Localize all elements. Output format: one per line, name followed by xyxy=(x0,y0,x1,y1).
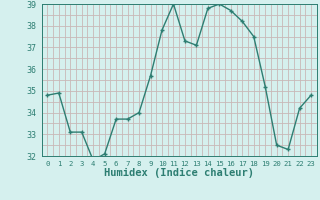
X-axis label: Humidex (Indice chaleur): Humidex (Indice chaleur) xyxy=(104,168,254,178)
